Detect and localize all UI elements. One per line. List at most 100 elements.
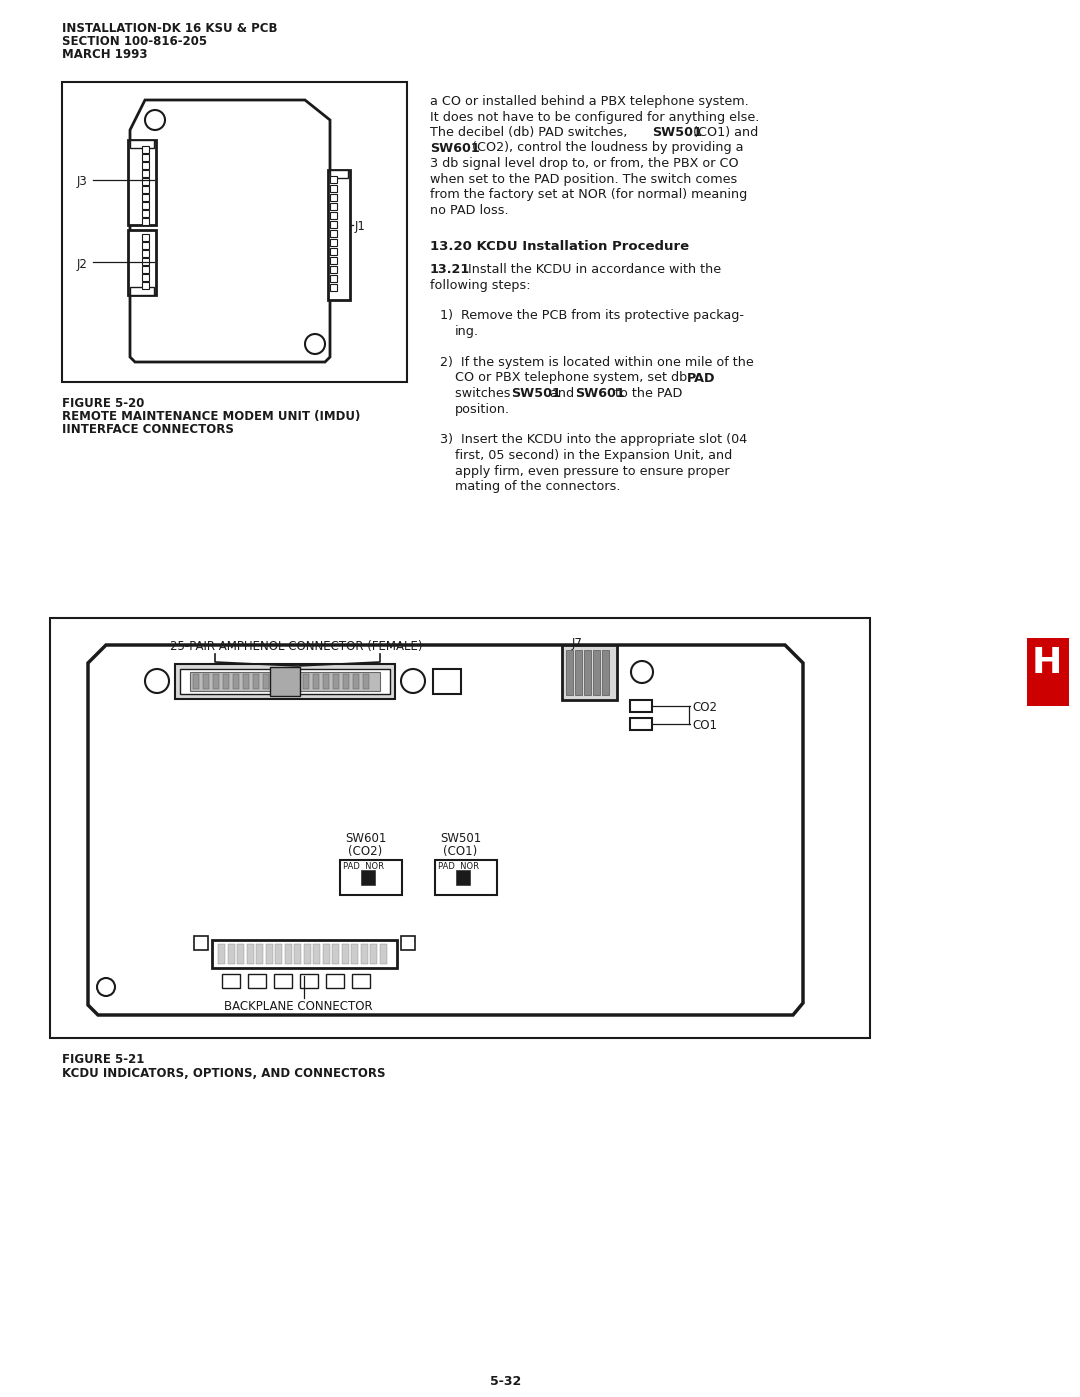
Bar xyxy=(330,194,337,201)
Bar xyxy=(175,664,395,698)
Bar xyxy=(141,203,149,210)
Bar xyxy=(323,673,329,689)
Bar xyxy=(303,673,309,689)
Text: ing.: ing. xyxy=(455,326,480,338)
Text: 3 db signal level drop to, or from, the PBX or CO: 3 db signal level drop to, or from, the … xyxy=(430,156,739,170)
Bar xyxy=(141,242,149,249)
Bar xyxy=(593,650,600,694)
Text: following steps:: following steps: xyxy=(430,278,530,292)
Bar xyxy=(141,177,149,184)
Text: (CO2), control the loudness by providing a: (CO2), control the loudness by providing… xyxy=(468,141,743,155)
Text: 13.21: 13.21 xyxy=(430,263,470,277)
Bar xyxy=(401,936,415,950)
Text: J3: J3 xyxy=(77,175,87,189)
Bar xyxy=(222,974,240,988)
Bar xyxy=(566,650,573,694)
Bar xyxy=(351,944,357,964)
Bar xyxy=(228,944,234,964)
Bar xyxy=(313,673,319,689)
Bar xyxy=(433,669,461,694)
Bar xyxy=(180,669,390,694)
Bar xyxy=(562,645,617,700)
Text: apply firm, even pressure to ensure proper: apply firm, even pressure to ensure prop… xyxy=(455,464,730,478)
Bar xyxy=(50,617,870,1038)
Bar xyxy=(361,944,367,964)
Bar xyxy=(141,170,149,177)
Text: INSTALLATION-DK 16 KSU & PCB: INSTALLATION-DK 16 KSU & PCB xyxy=(62,22,278,35)
Text: J1: J1 xyxy=(355,219,366,233)
Bar xyxy=(330,249,337,256)
Bar xyxy=(630,700,652,712)
Bar xyxy=(256,944,264,964)
Text: PAD  NOR: PAD NOR xyxy=(438,862,480,870)
Text: first, 05 second) in the Expansion Unit, and: first, 05 second) in the Expansion Unit,… xyxy=(455,448,732,462)
Bar xyxy=(141,274,149,281)
Bar xyxy=(332,944,339,964)
Text: Install the KCDU in accordance with the: Install the KCDU in accordance with the xyxy=(464,263,721,277)
Text: FIGURE 5-21: FIGURE 5-21 xyxy=(62,1053,145,1066)
Text: MARCH 1993: MARCH 1993 xyxy=(62,47,148,61)
Bar xyxy=(330,212,337,219)
Bar xyxy=(370,944,377,964)
Bar xyxy=(129,231,156,295)
Text: 13.20 KCDU Installation Procedure: 13.20 KCDU Installation Procedure xyxy=(430,239,689,253)
Text: 1)  Remove the PCB from its protective packag-: 1) Remove the PCB from its protective pa… xyxy=(440,310,744,323)
Bar xyxy=(313,944,320,964)
Bar xyxy=(303,944,311,964)
Circle shape xyxy=(631,661,653,683)
Text: (CO2): (CO2) xyxy=(348,845,382,858)
Circle shape xyxy=(145,669,168,693)
Bar xyxy=(130,286,154,295)
Bar xyxy=(330,184,337,191)
Bar xyxy=(330,284,337,291)
Bar xyxy=(352,974,370,988)
Bar xyxy=(141,147,149,154)
Bar xyxy=(363,673,369,689)
Text: SW501: SW501 xyxy=(440,833,482,845)
Text: from the factory set at NOR (for normal) meaning: from the factory set at NOR (for normal)… xyxy=(430,189,747,201)
Circle shape xyxy=(97,978,114,996)
Bar xyxy=(323,944,329,964)
Bar xyxy=(266,944,272,964)
Bar xyxy=(361,870,375,886)
Text: 25-PAIR AMPHENOL CONNECTOR (FEMALE): 25-PAIR AMPHENOL CONNECTOR (FEMALE) xyxy=(170,640,422,652)
Bar xyxy=(283,673,289,689)
Text: SW601: SW601 xyxy=(430,141,480,155)
Bar xyxy=(294,944,301,964)
Bar xyxy=(275,944,282,964)
Bar xyxy=(328,170,350,300)
Bar xyxy=(435,861,497,895)
Text: (CO1) and: (CO1) and xyxy=(689,126,758,138)
Bar xyxy=(141,186,149,193)
Bar xyxy=(243,673,249,689)
Bar xyxy=(330,239,337,246)
Circle shape xyxy=(401,669,426,693)
Text: H: H xyxy=(1032,645,1063,680)
Text: SW501: SW501 xyxy=(511,387,561,400)
Text: BACKPLANE CONNECTOR: BACKPLANE CONNECTOR xyxy=(224,1000,373,1013)
Bar xyxy=(330,275,337,282)
Bar xyxy=(141,250,149,257)
Bar xyxy=(270,666,300,696)
Text: 5-32: 5-32 xyxy=(490,1375,522,1389)
Bar xyxy=(213,673,219,689)
Bar xyxy=(253,673,259,689)
Bar xyxy=(330,221,337,228)
Bar xyxy=(330,231,337,237)
Text: REMOTE MAINTENANCE MODEM UNIT (IMDU): REMOTE MAINTENANCE MODEM UNIT (IMDU) xyxy=(62,409,361,423)
Text: SW601: SW601 xyxy=(345,833,387,845)
Bar xyxy=(602,650,609,694)
Bar xyxy=(341,944,349,964)
Bar xyxy=(141,258,149,265)
Text: IINTERFACE CONNECTORS: IINTERFACE CONNECTORS xyxy=(62,423,234,436)
Text: no PAD loss.: no PAD loss. xyxy=(430,204,509,217)
Bar xyxy=(233,673,239,689)
Text: It does not have to be configured for anything else.: It does not have to be configured for an… xyxy=(430,110,759,123)
Text: SW501: SW501 xyxy=(652,126,702,138)
Text: The decibel (db) PAD switches,: The decibel (db) PAD switches, xyxy=(430,126,632,138)
Bar xyxy=(630,718,652,731)
Text: KCDU INDICATORS, OPTIONS, AND CONNECTORS: KCDU INDICATORS, OPTIONS, AND CONNECTORS xyxy=(62,1067,386,1080)
Bar xyxy=(330,176,337,183)
Bar xyxy=(237,944,244,964)
Text: PAD  NOR: PAD NOR xyxy=(343,862,384,870)
